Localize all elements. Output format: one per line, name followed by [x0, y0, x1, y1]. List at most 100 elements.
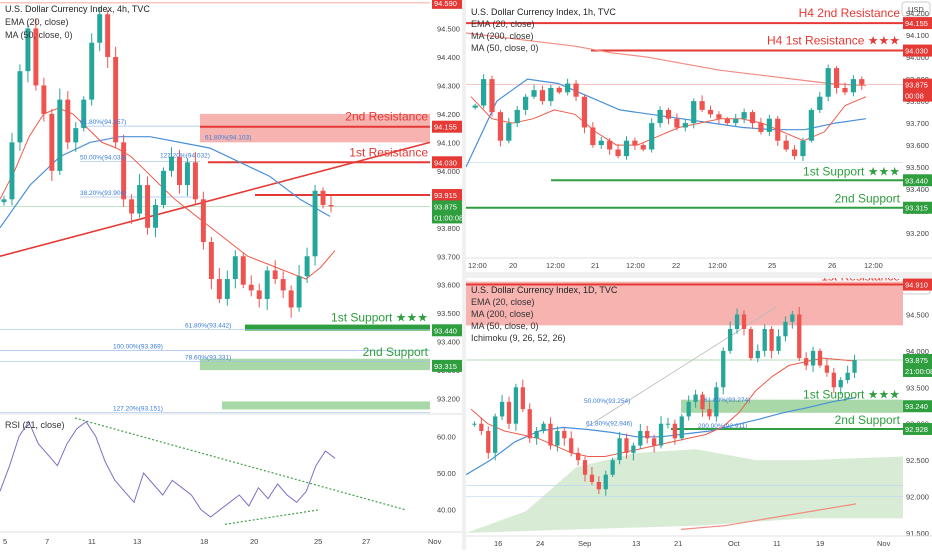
panel-divider-vertical [462, 0, 466, 550]
price-tag-s2-bg [903, 201, 932, 214]
chart-1d-candle [824, 365, 830, 373]
chart-1h-candle [850, 79, 856, 93]
chart-4h-candle [33, 28, 39, 86]
y-axis-label: 93.500 [906, 383, 929, 392]
rsi-trend-up [224, 509, 321, 525]
chart-4h-candle [216, 279, 222, 299]
price-tag-r1-bg [903, 278, 932, 291]
level-label-r2: 2nd Resistance [345, 110, 428, 124]
chart-1d-candle [541, 423, 546, 431]
fib-label: 50.00%(93.254) [584, 398, 630, 405]
chart-1d-candle [838, 380, 843, 388]
ma50-line [0, 136, 331, 229]
chart-1d-candle [624, 438, 629, 453]
price-tag-timer-bg [903, 364, 932, 377]
chart-1h-canvas[interactable]: USD H4 2nd Resistance H4 1st Resistance ★★… [465, 0, 932, 272]
chart-4h-candle [312, 190, 318, 257]
chart-1h-candle [665, 109, 672, 119]
chart-1d-candle [486, 431, 491, 453]
price-tag-current: 93.875 [434, 202, 457, 211]
level-label-r2: H4 2nd Resistance [799, 6, 901, 20]
chart-4h-candle [224, 279, 230, 299]
chart-1d-candle [741, 314, 747, 329]
chart-1d-candle [707, 409, 712, 417]
price-tag-s1: 93.240 [905, 402, 928, 411]
chart-1d-candle [755, 350, 760, 359]
chart-4h-candle [65, 99, 71, 143]
level-label-s2: 2nd Support [363, 345, 429, 359]
price-tag-timer: 21:00:08 [905, 367, 932, 376]
x-axis-label: 16 [494, 539, 502, 548]
x-axis-label: 5 [3, 537, 7, 546]
price-tag-s1-bg [432, 324, 462, 337]
chart-1h-candle [481, 79, 487, 106]
chart-4h-candle [288, 290, 294, 308]
chart-1h-candle [808, 109, 814, 141]
chart-1h-candle [733, 118, 739, 124]
x-axis-label: 25 [314, 537, 322, 546]
chart-4h-candle [296, 276, 302, 308]
rsi-trend-down [74, 417, 406, 511]
support-3-zone [222, 401, 430, 410]
chart-1d-candle [520, 387, 525, 410]
chart-4h-candle [73, 128, 79, 143]
chart-1h-candle [556, 87, 562, 93]
chart-1h-candle [640, 145, 646, 150]
level-label-s1: 1st Support ★★★ [331, 311, 428, 325]
chart-panel-4h[interactable]: 2nd Resistance 1st Resistance 1st Support … [0, 0, 463, 550]
chart-1d-candle [728, 329, 733, 351]
fib-label: 100.00%(93.369) [113, 343, 163, 350]
x-axis-label: 24 [536, 539, 544, 548]
y-axis-label: 94.100 [906, 31, 929, 40]
chart-1d-candle [672, 423, 678, 439]
chart-1d-candle [734, 314, 740, 329]
chart-1h-candle [565, 83, 571, 93]
chart-1h-header: U.S. Dollar Currency Index, 1h, TVC [471, 7, 616, 17]
rsi-axis-label: 50.00 [437, 469, 456, 478]
chart-4h-candle [248, 284, 254, 291]
chart-1h-candle [724, 118, 730, 124]
chart-panel-1h[interactable]: USD H4 2nd Resistance H4 1st Resistance ★★… [465, 0, 932, 272]
fib-label: 38.20%(93.908) [80, 190, 126, 197]
chart-1d-candle [845, 372, 850, 380]
x-axis-label: 26 [828, 261, 836, 270]
chart-1d-candle [479, 423, 484, 431]
price-tag-top-bg [432, 0, 462, 9]
chart-4h-candle [208, 242, 214, 280]
x-axis-label: 18 [200, 537, 208, 546]
fib-label: 61.80%(93.274) [704, 397, 750, 404]
price-tag-r1-bg [903, 44, 932, 57]
y-axis-label: 93.200 [437, 395, 460, 404]
chart-4h-candle [272, 270, 278, 280]
chart-4h-canvas[interactable]: 2nd Resistance 1st Resistance 1st Support … [0, 0, 463, 550]
chart-1h-candle [766, 118, 772, 132]
rsi-axis-label: 40.00 [437, 506, 456, 515]
x-axis-label: Nov [877, 539, 891, 548]
fib-label: 127.20%(93.151) [113, 406, 163, 413]
x-axis-label: 11 [773, 539, 781, 548]
chart-4h-candle [145, 185, 151, 228]
chart-4h-candle [25, 28, 31, 72]
chart-1d-candle [596, 482, 601, 490]
chart-1d-candle [700, 394, 705, 410]
x-axis-label: 12:00 [546, 261, 565, 270]
x-axis-label: 19 [816, 539, 824, 548]
chart-1d-candle [658, 423, 664, 446]
chart-4h-candle [200, 199, 206, 243]
price-tag-s2-bg [432, 359, 462, 372]
y-axis-label: 93.800 [437, 224, 460, 233]
currency-badge [901, 1, 931, 17]
chart-1h-legend-ma200: MA (200, close) [471, 31, 534, 41]
chart-4h-candle [184, 162, 190, 186]
chart-1h-candle [842, 87, 848, 93]
chart-1d-candle [603, 474, 608, 490]
chart-1h-candle [699, 101, 705, 110]
fib-label: 200.00%(92.911) [698, 423, 747, 430]
x-axis-label: 13 [133, 537, 141, 546]
ema20-line [0, 107, 336, 280]
fib-label: 61.80%(94.157) [80, 119, 126, 126]
chart-4h-legend-ema: EMA (20, close) [5, 17, 69, 27]
chart-1h-candle [691, 101, 697, 124]
